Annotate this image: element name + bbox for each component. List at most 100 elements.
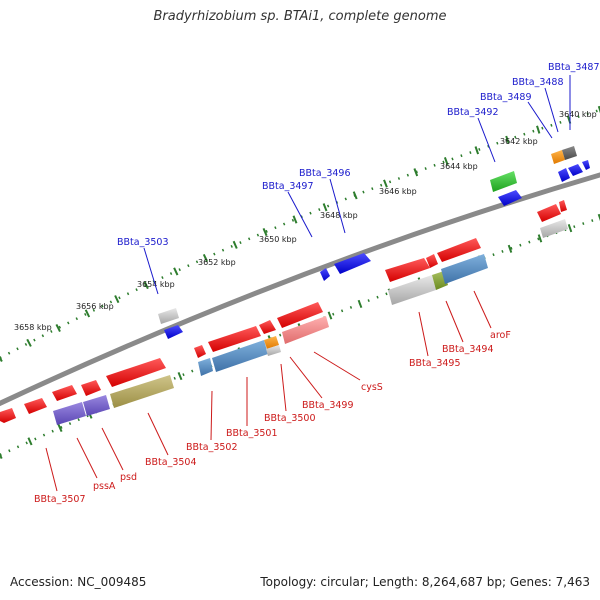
genome-backbone <box>0 172 600 407</box>
gene-arrow[interactable] <box>334 253 371 274</box>
gene-arrow[interactable] <box>582 160 590 170</box>
gene-label[interactable]: BBta_3487 <box>548 62 600 73</box>
scale-tick <box>55 323 61 333</box>
gene-label[interactable]: BBta_3488 <box>512 77 564 88</box>
kbp-label-3646: 3646 kbp <box>379 187 417 196</box>
gene-arrow[interactable] <box>52 385 77 401</box>
gene-arrow[interactable] <box>320 268 330 281</box>
gene-label[interactable]: BBta_3489 <box>480 92 532 103</box>
gene-arrow[interactable] <box>537 204 561 222</box>
gene-arrow[interactable] <box>558 168 570 182</box>
gene-label[interactable]: BBta_3501 <box>226 428 278 439</box>
gene-arrow[interactable] <box>106 358 166 387</box>
gene-label[interactable]: BBta_3507 <box>34 494 86 505</box>
feature-box[interactable] <box>540 219 568 238</box>
scale-tick <box>413 168 419 177</box>
gene-arrow[interactable] <box>277 302 323 328</box>
kbp-label-3652: 3652 kbp <box>198 258 236 267</box>
gene-label[interactable]: BBta_3495 <box>409 358 461 369</box>
scale-tick <box>383 179 388 188</box>
gene-arrow[interactable] <box>259 320 276 334</box>
scale-tick <box>327 311 333 320</box>
kbp-label-3656: 3656 kbp <box>76 302 114 311</box>
scale-tick <box>173 267 179 276</box>
feature-box[interactable] <box>158 308 179 324</box>
scale-ticks <box>0 105 600 460</box>
kbp-label-3654: 3654 kbp <box>137 280 175 289</box>
top-gene-labels: BBta_3487 BBta_3488 BBta_3489 BBta_3492 … <box>117 62 600 248</box>
gene-label[interactable]: BBta_3492 <box>447 107 499 118</box>
reverse-strand-genes <box>164 160 590 339</box>
gene-label[interactable]: BBta_3496 <box>299 168 351 179</box>
scale-tick <box>536 125 541 134</box>
gene-arrow[interactable] <box>194 345 206 358</box>
feature-box[interactable] <box>83 395 110 416</box>
forward-strand-genes <box>0 200 567 423</box>
genome-info-text: Topology: circular; Length: 8,264,687 bp… <box>260 575 590 589</box>
scale-tick <box>232 240 238 249</box>
feature-box[interactable] <box>441 254 488 284</box>
gene-arrow[interactable] <box>208 326 261 352</box>
scale-tick <box>57 423 63 433</box>
gene-arrow[interactable] <box>568 164 583 176</box>
bottom-gene-labels: aroF BBta_3494 BBta_3495 cysS BBta_3499 … <box>34 330 511 505</box>
kbp-labels: 3640 kbp 3642 kbp 3644 kbp 3646 kbp 3648… <box>14 110 597 332</box>
gene-arrow[interactable] <box>81 380 101 396</box>
gene-label[interactable]: BBta_3494 <box>442 344 494 355</box>
scale-tick <box>26 338 32 347</box>
feature-box[interactable] <box>282 316 329 344</box>
gene-arrow[interactable] <box>559 200 567 212</box>
gene-arrow[interactable] <box>0 408 16 423</box>
accession-text: Accession: NC_009485 <box>10 575 147 589</box>
scale-tick <box>537 234 543 243</box>
gene-label[interactable]: psd <box>120 472 137 483</box>
scale-tick <box>567 223 573 233</box>
gene-arrow[interactable] <box>437 238 481 262</box>
feature-box[interactable] <box>266 345 281 356</box>
feature-box[interactable] <box>264 336 279 349</box>
gene-label[interactable]: BBta_3502 <box>186 442 238 453</box>
gene-label[interactable]: BBta_3499 <box>302 400 354 411</box>
scale-tick <box>262 228 268 237</box>
gene-label[interactable]: BBta_3500 <box>264 413 316 424</box>
feature-box[interactable] <box>551 150 565 164</box>
feature-boxes <box>53 146 577 425</box>
feature-box[interactable] <box>490 171 517 192</box>
gene-label[interactable]: cysS <box>361 382 383 393</box>
scale-tick <box>202 253 209 263</box>
scale-tick <box>0 355 3 362</box>
scale-tick <box>292 215 298 224</box>
kbp-label-3650: 3650 kbp <box>259 235 297 244</box>
scale-tick <box>443 157 449 166</box>
gene-arrow[interactable] <box>164 325 183 339</box>
scale-tick <box>322 203 328 212</box>
feature-box[interactable] <box>198 358 213 376</box>
feature-box[interactable] <box>53 402 86 425</box>
scale-tick <box>597 213 600 222</box>
gene-label[interactable]: BBta_3497 <box>262 181 314 192</box>
scale-tick <box>0 452 3 460</box>
feature-box[interactable] <box>562 146 577 160</box>
scale-tick <box>84 309 91 318</box>
gene-arrow[interactable] <box>498 190 522 206</box>
gene-arrow[interactable] <box>24 398 47 414</box>
scale-tick <box>352 191 358 200</box>
gene-arrow[interactable] <box>426 254 438 268</box>
scale-tick <box>597 105 600 114</box>
scale-tick <box>27 437 33 446</box>
kbp-label-3640: 3640 kbp <box>559 110 597 119</box>
scale-tick <box>507 244 513 253</box>
gene-label[interactable]: BBta_3504 <box>145 457 197 468</box>
feature-box[interactable] <box>110 375 174 408</box>
feature-box[interactable] <box>388 275 436 305</box>
feature-box[interactable] <box>212 340 268 372</box>
leader-lines <box>45 75 571 492</box>
scale-tick <box>114 295 120 304</box>
map-title: Bradyrhizobium sp. BTAi1, complete genom… <box>153 9 447 24</box>
kbp-label-3648: 3648 kbp <box>320 211 358 220</box>
gene-label[interactable]: aroF <box>490 330 511 341</box>
gene-arrow[interactable] <box>385 258 430 282</box>
gene-label[interactable]: BBta_3503 <box>117 237 169 248</box>
kbp-label-3644: 3644 kbp <box>440 162 478 171</box>
gene-label[interactable]: pssA <box>93 481 116 492</box>
